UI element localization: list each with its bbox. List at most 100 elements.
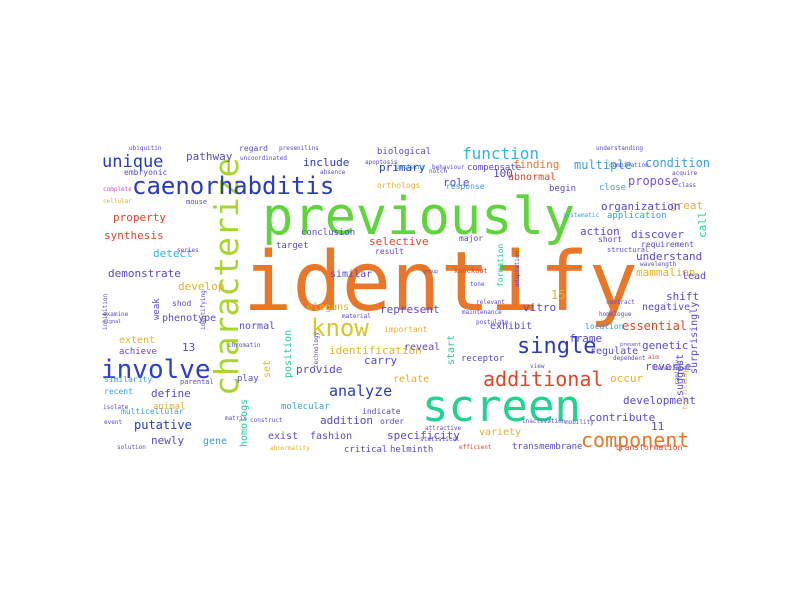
word-understand: understand <box>636 250 703 263</box>
word-major: major <box>459 234 484 243</box>
word-presenilins: presenilins <box>279 145 319 152</box>
word-represent: represent <box>380 303 440 316</box>
word-component: component <box>581 428 690 452</box>
word-understanding: understanding <box>596 145 643 152</box>
word-view: view <box>530 363 545 370</box>
word-location: location <box>585 322 624 331</box>
word-identification: identification <box>329 344 422 357</box>
word-property: property <box>113 211 166 224</box>
word-caenorhabditis: caenorhabditis <box>132 172 335 200</box>
word-single: single <box>517 334 597 359</box>
word-similarity: similarity <box>104 375 153 384</box>
word-response: response <box>446 182 485 191</box>
word-homologs: homologs <box>239 398 250 447</box>
word-behavioral: behavioral <box>654 365 691 372</box>
word-trafficking: trafficking <box>682 370 689 410</box>
word-define: define <box>151 387 191 400</box>
word-function: function <box>462 144 540 163</box>
word-isolate: isolate <box>103 404 129 411</box>
word-result: result <box>375 247 404 256</box>
word-recent: recent <box>104 387 133 396</box>
word-knockout: knockout <box>454 267 488 275</box>
word-11: 11 <box>651 420 665 433</box>
word-series: series <box>177 247 199 254</box>
word-vitro: vitro <box>523 301 557 314</box>
word-solution: solution <box>117 444 146 451</box>
word-contribute: contribute <box>589 411 656 424</box>
word-regard: regard <box>239 144 268 153</box>
word-target: target <box>276 241 309 251</box>
word-behaviour: behaviour <box>432 164 465 171</box>
word-exist: exist <box>268 431 299 442</box>
word-fashion: fashion <box>310 431 353 442</box>
word-extent: extent <box>119 335 156 346</box>
word-absence: absence <box>320 169 346 176</box>
word-rapidly: rapidly <box>674 359 681 385</box>
word-transformation: transformation <box>615 443 683 452</box>
word-great: great <box>670 199 704 212</box>
word-propose: propose <box>628 174 679 188</box>
word-ubiquitin: ubiquitin <box>129 145 162 152</box>
word-critical: critical <box>344 445 388 455</box>
word-play: play <box>237 374 259 384</box>
word-involve: involve <box>101 355 211 385</box>
word-construct: construct <box>250 417 283 424</box>
word-set: set <box>262 359 273 378</box>
word-primary: primary <box>379 161 426 174</box>
word-organization: organization <box>601 200 681 213</box>
word-100: 100 <box>493 167 513 180</box>
word-attractive: attractive <box>425 425 462 432</box>
word-combination: combination <box>609 162 649 169</box>
word-addition: addition <box>320 414 373 427</box>
word-compensate: compensate <box>467 163 522 173</box>
word-mouse: mouse <box>186 198 208 206</box>
word-lead: lead <box>682 271 707 282</box>
word-newly: newly <box>151 434 185 447</box>
word-event: event <box>104 419 123 426</box>
word-action: action <box>580 225 620 238</box>
word-putative: putative <box>134 418 192 432</box>
word-wavelength: wavelength <box>640 261 677 268</box>
word-discover: discover <box>631 228 684 241</box>
word-technology: technology <box>313 331 320 368</box>
word-cellular: cellular <box>103 198 132 205</box>
word-phenotype: phenotype <box>162 313 217 324</box>
word-screen: screen <box>422 381 581 432</box>
word-elegans: elegans <box>307 302 350 313</box>
word-apoptosis: apoptosis <box>365 159 398 166</box>
word-molecular: molecular <box>281 402 330 412</box>
word-normal: normal <box>239 321 276 332</box>
word-tone: tone <box>470 281 485 288</box>
word-begin: begin <box>549 184 577 194</box>
word-conclusion: conclusion <box>301 228 356 238</box>
word-selective: selective <box>369 235 429 248</box>
word-identifying: identifying <box>200 290 207 330</box>
word-matrix: matrix <box>225 415 247 422</box>
word-application: application <box>607 211 667 221</box>
word-statistical: statistical <box>420 436 460 443</box>
word-condition: condition <box>645 156 711 170</box>
word-develop: develop <box>178 280 225 293</box>
word-abnormal: abnormal <box>508 172 557 183</box>
word-aim: aim <box>648 354 659 361</box>
word-negative: negative <box>642 302 691 313</box>
word-chromatin: chromatin <box>228 342 261 349</box>
word-contract: contract <box>606 299 635 306</box>
word-development: development <box>623 394 696 407</box>
word-specificity: specificity <box>387 429 460 442</box>
word-know: know <box>311 314 369 342</box>
word-role: role <box>443 176 470 189</box>
word-structural: structural <box>607 246 650 254</box>
word-provide: provide <box>296 363 343 376</box>
word-multicellular: multicellular <box>121 407 184 416</box>
word-relate: relate <box>393 374 430 385</box>
word-surprisingly: surprisingly <box>689 301 700 374</box>
word-achieve: achieve <box>119 347 157 357</box>
word-animal: animal <box>153 402 186 412</box>
word-reveal: reveal <box>404 342 441 353</box>
word-call: call <box>696 211 709 239</box>
word-parental: parental <box>180 378 214 386</box>
word-detect: detect <box>153 247 193 260</box>
word-frame: frame <box>569 332 603 345</box>
word-relevant: relevant <box>476 299 505 306</box>
